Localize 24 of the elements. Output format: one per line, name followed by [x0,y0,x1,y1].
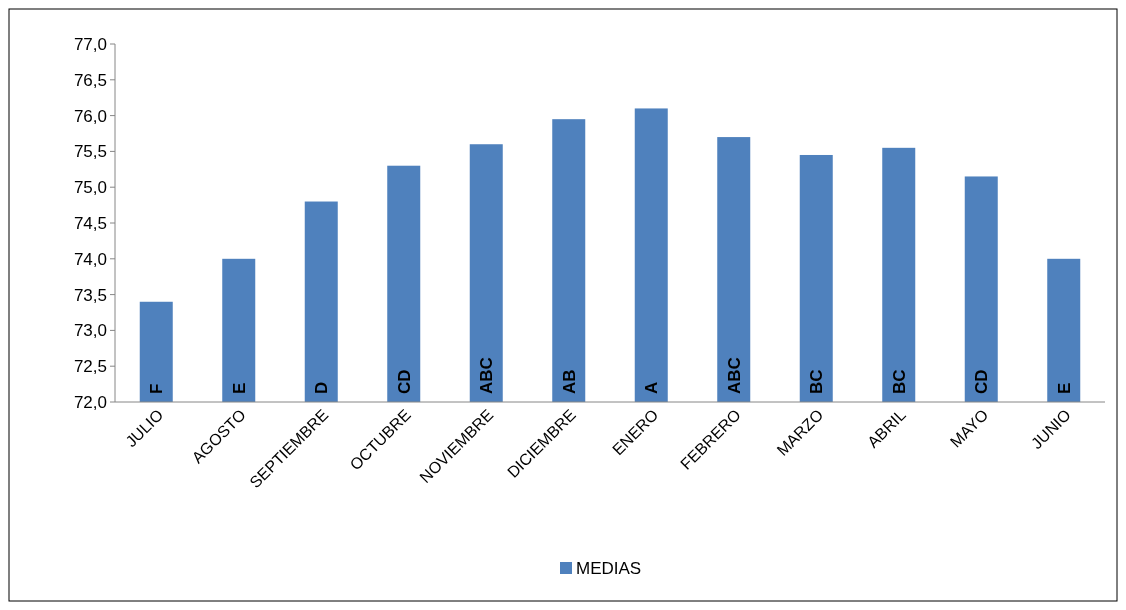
y-tick-label: 74,5 [73,213,107,233]
y-tick-label: 77,0 [73,34,107,54]
annotation: AB [559,369,579,394]
annotation: CD [972,369,992,394]
annotation: BC [889,369,909,394]
y-tick-label: 75,0 [73,178,107,198]
y-tick-label: 76,5 [73,70,107,90]
y-tick-label: 73,0 [73,321,107,341]
y-tick-label: 74,0 [73,249,107,269]
y-tick-label: 73,5 [73,285,107,305]
annotation: E [1054,382,1074,394]
annotation: CD [394,369,414,394]
y-tick-label: 76,0 [73,106,107,126]
annotation: BC [807,369,827,394]
y-tick-label: 72,5 [73,357,107,377]
annotation: D [312,381,332,394]
annotation: ABC [724,357,744,394]
annotation: F [147,383,167,394]
annotation: ABC [477,357,497,394]
annotation: A [642,381,662,394]
legend-label: MEDIAS [576,558,642,578]
y-tick-label: 72,0 [73,392,107,412]
y-tick-label: 75,5 [73,142,107,162]
annotation: E [229,382,249,394]
